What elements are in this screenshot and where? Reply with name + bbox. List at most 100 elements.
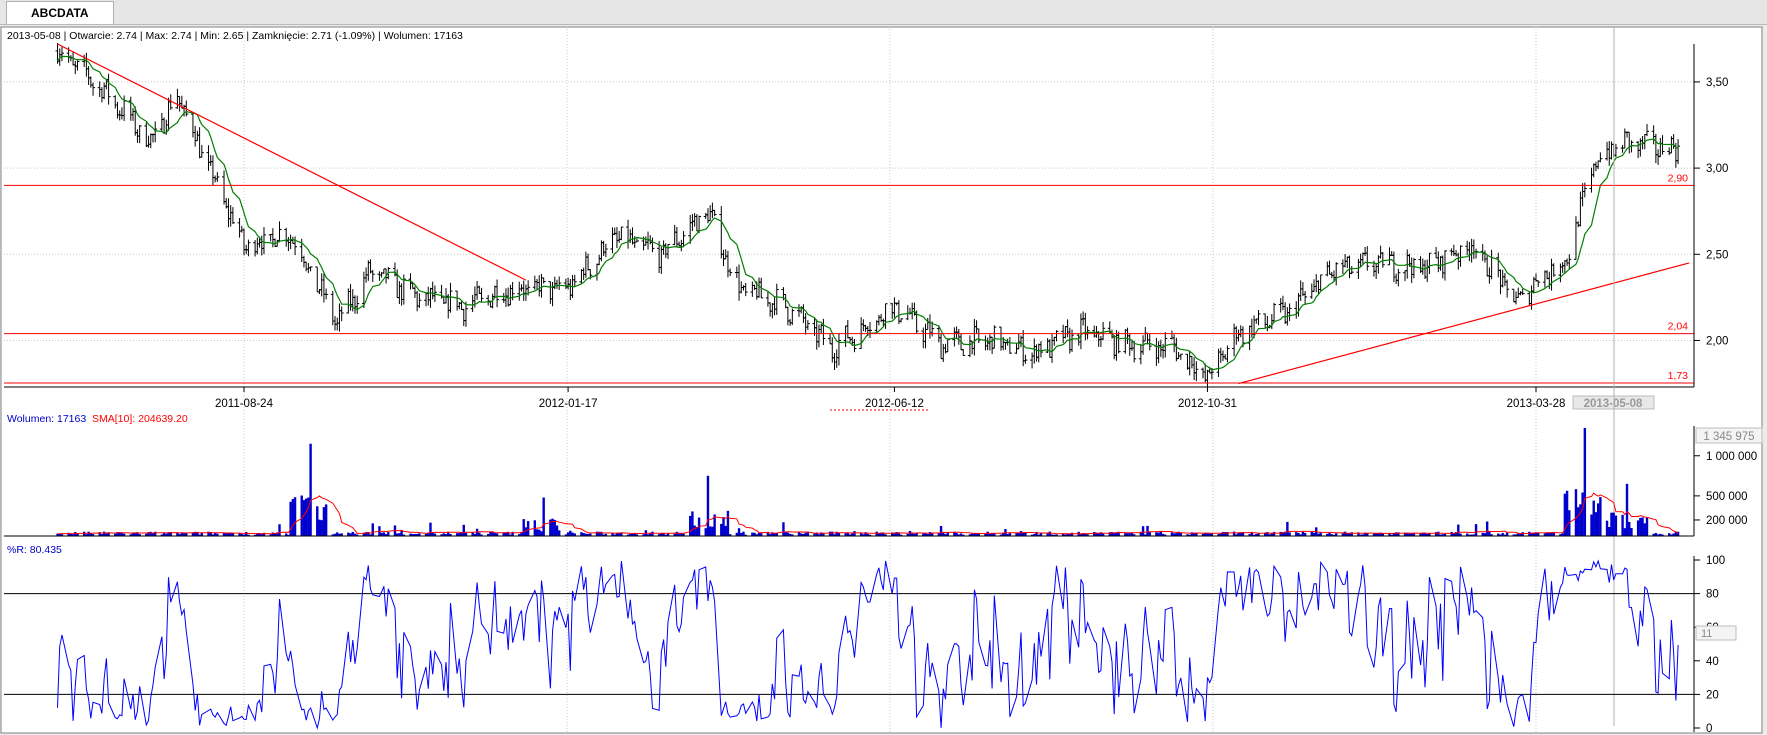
volume-bar [1581,492,1584,536]
volume-bar [788,533,792,536]
volume-bar [1175,533,1178,536]
volume-bar [1312,532,1316,536]
volume-bar [1190,532,1194,536]
volume-bar [853,531,856,536]
volume-bar [460,531,463,536]
volume-bar [1641,517,1644,536]
volume-bar [1530,532,1533,536]
volume-bar [58,533,61,536]
volume-bar [617,532,621,536]
volume-bar [1437,531,1440,536]
volume-bar [535,529,539,536]
williams-r-last-box: 11 [1695,625,1737,641]
volume-bar [1452,533,1456,536]
volume-bar [136,532,139,536]
volume-bar [367,532,370,536]
volume-bar [271,532,275,536]
volume-bar [489,531,492,536]
volume-bar [1470,534,1473,536]
volume-bar [1081,533,1085,536]
volume-bar [387,531,390,536]
volume-bar [1141,526,1145,536]
volume-bar [105,533,108,536]
volume-bar [1377,533,1380,536]
volume-bar [1630,527,1633,536]
ohlc-bar [370,269,375,282]
volume-bar [1563,493,1567,536]
volume-bar [988,533,992,536]
volume-bar [134,532,137,536]
volume-bar [1008,532,1012,536]
volume-bar [1224,532,1227,536]
volume-bar [1672,533,1675,536]
volume-bar [913,533,916,536]
volume-bar [1346,533,1349,536]
volume-bar [1066,533,1069,536]
volume-bar [990,532,994,536]
info-open: Otwarcie: 2.74 [69,30,137,42]
ohlc-bar [1411,257,1416,279]
volume-bar [464,532,468,536]
tab-abcdata[interactable]: ABCDATA [6,1,114,24]
volume-bar [1676,531,1680,536]
volume-bar [400,530,403,536]
volume-bar [455,533,459,536]
info-min: Min: 2.65 [200,30,243,42]
volume-bar [1130,532,1134,536]
volume-bar [369,534,372,536]
volume-bar [149,531,152,536]
volume-bar [231,533,235,536]
cursor-date-label: 2013-05-08 [1584,398,1643,410]
volume-bar [362,532,366,536]
price-y-tick-label: 3,00 [1706,163,1728,175]
volume-y-tick-label: 1 000 000 [1706,451,1757,463]
volume-bar [724,525,727,536]
volume-bar [1565,490,1569,536]
volume-bar [1426,533,1429,536]
volume-bar [331,534,334,536]
volume-bar [897,532,901,536]
volume-bar [1348,533,1351,536]
volume-bar [1317,533,1320,536]
ohlc-bar [1505,279,1510,298]
volume-bar [1161,533,1165,536]
volume-bar [211,534,215,536]
volume-bar [1421,533,1424,536]
ohlc-bar [790,308,795,325]
volume-bar [1268,534,1271,536]
volume-bar [633,533,636,536]
volume-bar [278,524,281,536]
volume-bar [316,506,319,536]
volume-bar [1055,534,1058,536]
volume-bar [1128,533,1131,536]
volume-bar [449,533,452,536]
volume-bar [167,532,170,536]
volume-bar [1095,532,1098,536]
x-tick-label: 2013-03-28 [1507,398,1566,410]
volume-bar [118,532,121,536]
volume-bar [722,517,725,536]
volume-bar [1419,533,1422,536]
info-max: Max: 2.74 [146,30,192,42]
volume-bar [1512,534,1516,536]
volume-bar [1002,532,1005,536]
volume-bar [160,534,164,536]
volume-bar [262,532,266,536]
volume-bar [1019,530,1023,536]
volume-bar [1299,534,1302,536]
volume-bar [287,534,290,536]
volume-bar [509,534,512,536]
x-tick-label: 2012-10-31 [1178,398,1237,410]
ohlc-bar [868,321,873,339]
volume-bar [1164,534,1167,536]
volume-bar [837,532,841,536]
volume-bar [1579,504,1582,536]
volume-bar [1068,534,1072,536]
volume-bar [538,529,541,536]
volume-bar [1614,515,1618,536]
volume-bar [291,498,295,536]
volume-bar [828,531,832,536]
volume-bar [1388,533,1391,536]
volume-bar [631,533,634,536]
volume-bar [1097,533,1100,536]
